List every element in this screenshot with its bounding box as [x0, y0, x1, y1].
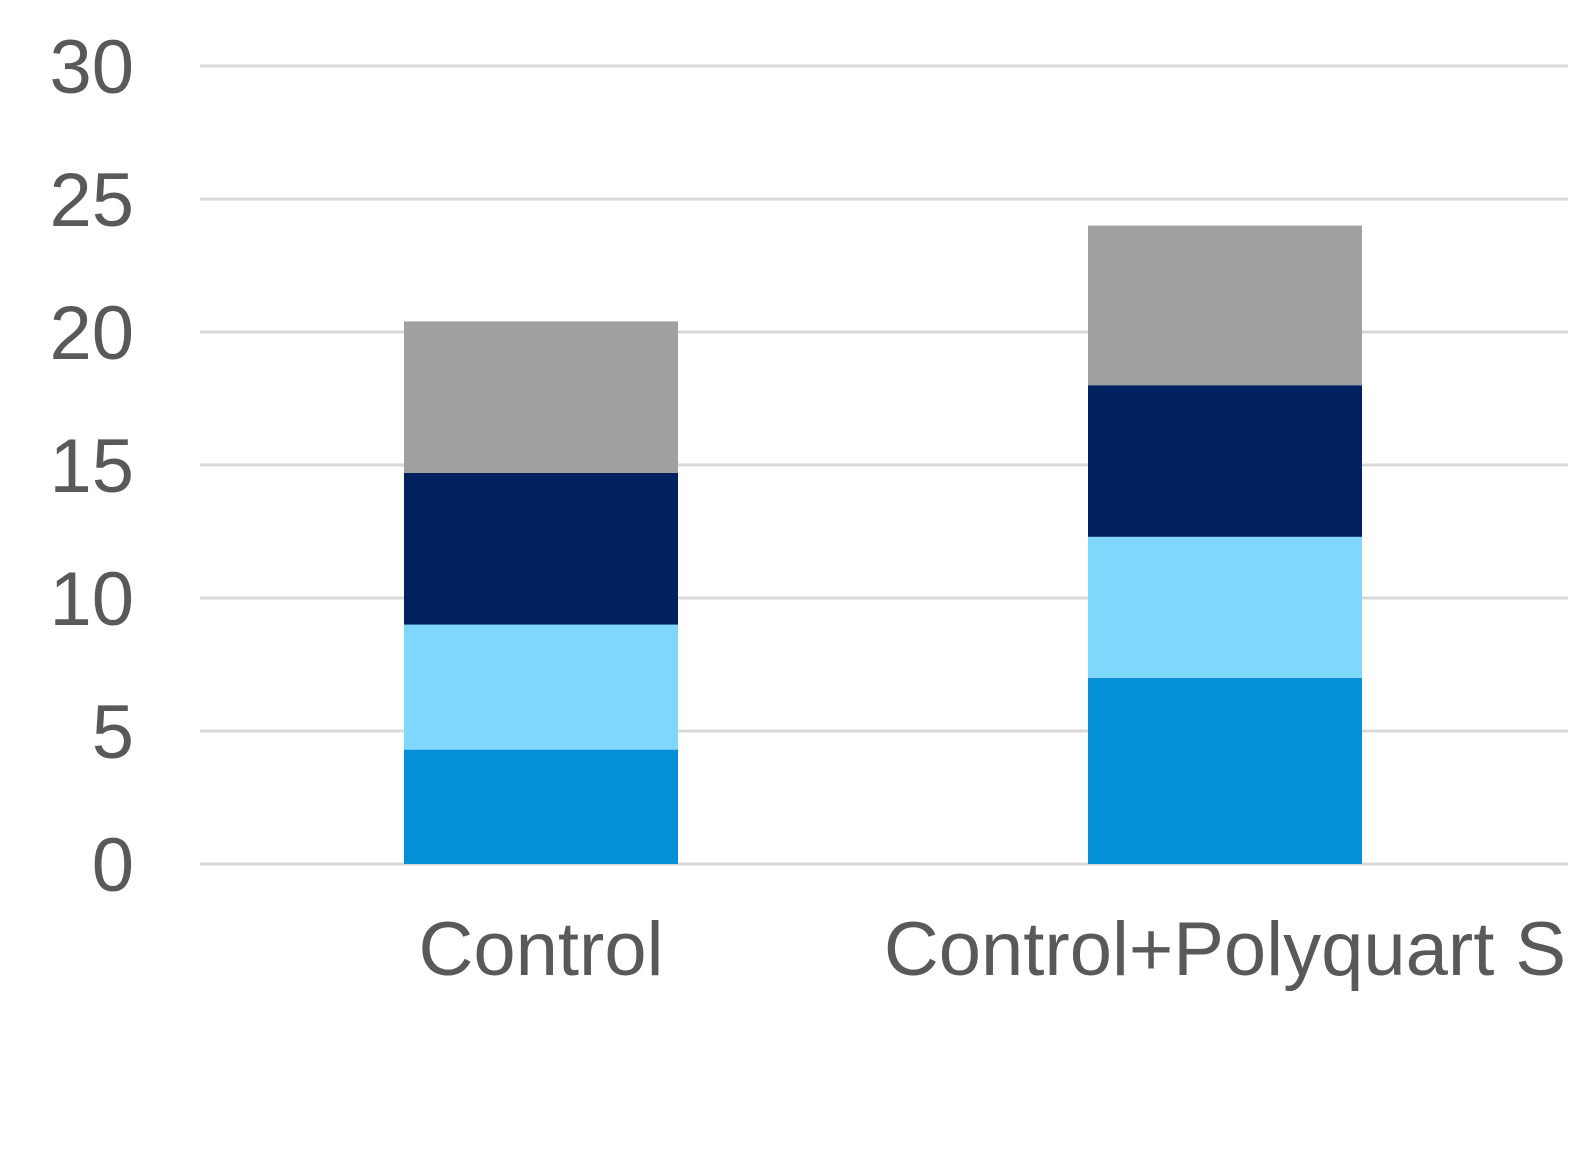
bar-segments	[404, 225, 1362, 864]
category-label: Control+Polyquart S	[884, 907, 1566, 992]
bar-segment-3-1	[404, 472, 678, 625]
y-axis-tick-labels: 0 5 10 15 20 25 30	[49, 25, 134, 908]
y-tick-label: 30	[49, 25, 134, 110]
bar-segment-4-1	[404, 321, 678, 473]
bar-segment-1-2	[1088, 677, 1362, 864]
y-tick-label: 20	[49, 291, 134, 376]
y-tick-label: 0	[92, 823, 134, 908]
bar-segment-2-1	[404, 624, 678, 750]
bar-segment-1-1	[404, 749, 678, 864]
y-tick-label: 25	[49, 158, 134, 243]
category-label: Control	[419, 907, 664, 992]
bar-segment-2-2	[1088, 536, 1362, 678]
x-axis-category-labels: Control Control+Polyquart S	[419, 907, 1567, 992]
y-tick-label: 5	[92, 690, 134, 775]
y-tick-label: 15	[49, 424, 134, 509]
y-tick-label: 10	[49, 557, 134, 642]
bar-segment-4-2	[1088, 225, 1362, 386]
bar-segment-3-2	[1088, 385, 1362, 537]
